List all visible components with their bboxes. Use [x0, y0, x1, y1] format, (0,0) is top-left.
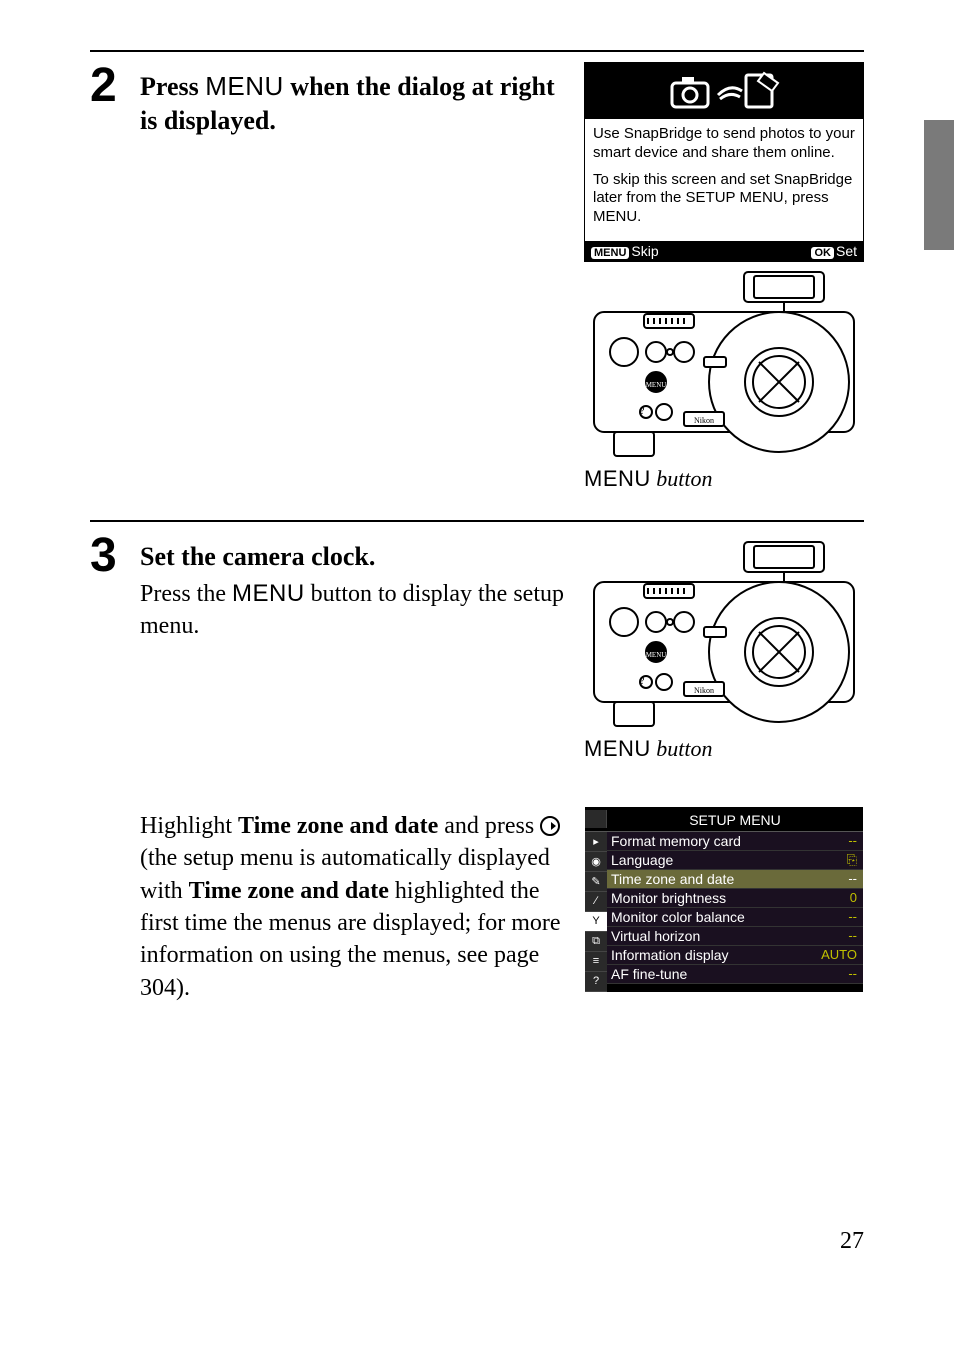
setup-menu-row: Information displayAUTO [607, 946, 863, 965]
setup-menu-row: Virtual horizon-- [607, 927, 863, 946]
setup-tab-icon: ◉ [585, 852, 607, 872]
snapbridge-dialog: Use SnapBridge to send photos to your sm… [584, 62, 864, 262]
setup-tab-icon: ▸ [585, 832, 607, 852]
setup-menu-row: Time zone and date-- [607, 870, 863, 889]
dialog-set: OKSet [811, 243, 857, 259]
dpad-right-icon [540, 816, 560, 836]
step-3-highlight-paragraph: Highlight Time zone and date and press (… [140, 810, 564, 1004]
step-number: 2 [90, 62, 126, 110]
setup-tab-icon: ≡ [585, 952, 607, 972]
setup-menu-row: Language⎘ [607, 851, 863, 870]
dialog-header [585, 63, 863, 119]
setup-tab-icon: ⧉ [585, 932, 607, 952]
setup-tab-icon: ∕ [585, 892, 607, 912]
svg-text:MENU: MENU [646, 381, 667, 389]
setup-menu-row: Format memory card-- [607, 832, 863, 851]
step-2-title: Press MENU when the dialog at right is d… [140, 70, 564, 138]
section-tab [924, 120, 954, 250]
camera-illustration: Nikon ? MENU [584, 262, 864, 462]
step-3: 3 Set the camera clock. Press the MENU b… [90, 532, 864, 1004]
setup-menu-tab-icons: ▸◉✎∕Y⧉≡? [585, 832, 607, 992]
step-3-title: Set the camera clock. [140, 540, 564, 574]
setup-tab-icon: Y [585, 912, 607, 932]
manual-page: 2 Press MENU when the dialog at right is… [0, 0, 954, 1345]
svg-text:MENU: MENU [646, 651, 667, 659]
camera-illustration: Nikon ? MENU [584, 532, 864, 732]
setup-menu-row: Monitor color balance-- [607, 908, 863, 927]
menu-glyph: MENU [232, 580, 305, 607]
menu-button-caption: MENU button [584, 466, 864, 492]
svg-text:Nikon: Nikon [694, 416, 714, 425]
dialog-skip: MENUSkip [591, 243, 659, 259]
dialog-footer: MENUSkip OKSet [585, 241, 863, 261]
page-number: 27 [840, 1228, 864, 1255]
setup-menu-rows: Format memory card--Language⎘Time zone a… [607, 832, 863, 992]
step-3-body: Press the MENU button to display the set… [140, 578, 564, 643]
menu-glyph: MENU [205, 71, 284, 101]
setup-menu-title: SETUP MENU [607, 810, 863, 828]
divider [90, 50, 864, 52]
setup-menu-screenshot: SETUP MENU ▸◉✎∕Y⧉≡? Format memory card--… [584, 806, 864, 993]
setup-menu-row: Monitor brightness0 [607, 889, 863, 908]
setup-tab-icon: ? [585, 972, 607, 992]
divider [90, 520, 864, 522]
dialog-text-2: To skip this screen and set SnapBridge l… [593, 171, 855, 227]
svg-text:?: ? [640, 406, 645, 417]
menu-button-caption: MENU button [584, 736, 864, 762]
setup-tab-icon: ✎ [585, 872, 607, 892]
step-2: 2 Press MENU when the dialog at right is… [90, 62, 864, 492]
svg-text:Nikon: Nikon [694, 686, 714, 695]
step-number: 3 [90, 532, 126, 580]
setup-menu-row: AF fine-tune-- [607, 965, 863, 984]
dialog-text-1: Use SnapBridge to send photos to your sm… [593, 125, 855, 163]
svg-text:?: ? [640, 676, 645, 687]
snapbridge-logo-icon [664, 69, 784, 113]
